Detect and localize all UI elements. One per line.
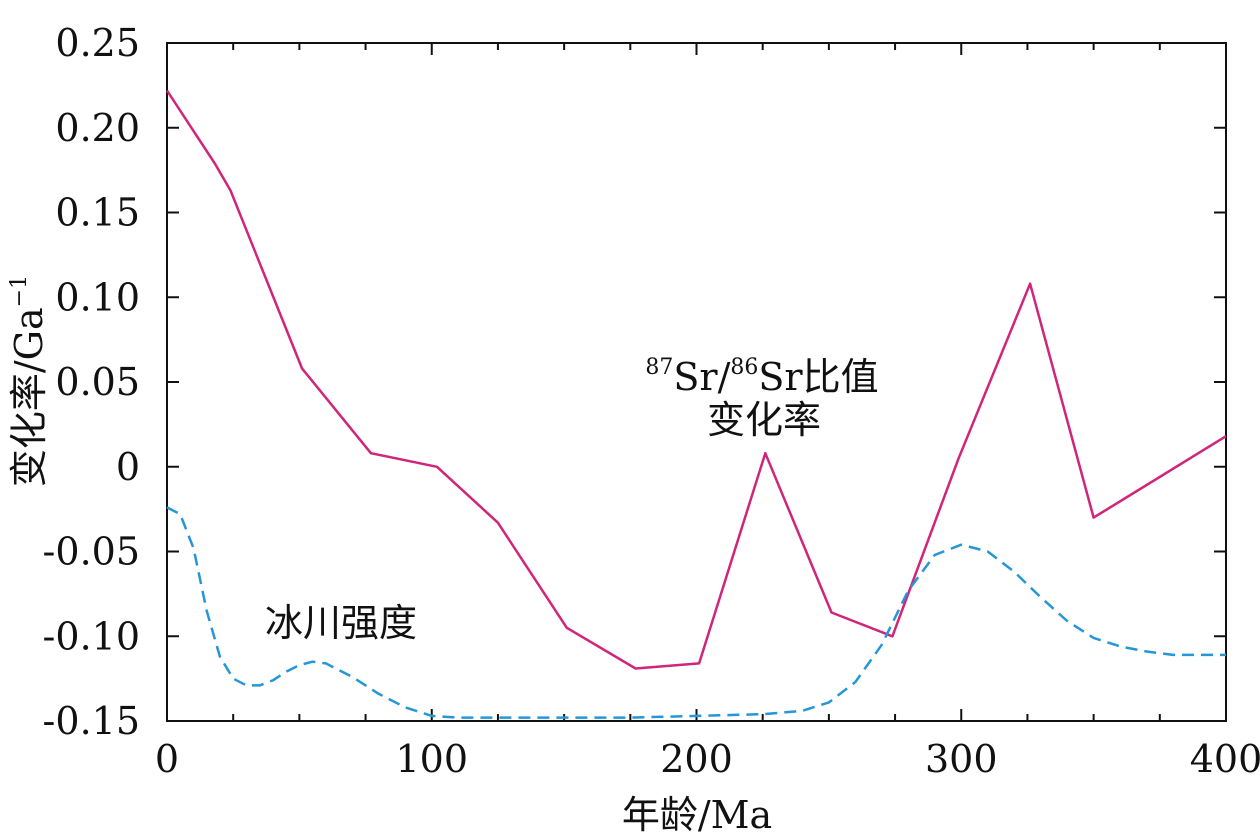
x-tick-label: 0 bbox=[155, 737, 179, 781]
sr-annotation-line1: 87Sr/86Sr比值 bbox=[645, 355, 878, 399]
series-line-glacier bbox=[166, 506, 1226, 719]
x-axis-title: 年龄/Ma bbox=[622, 793, 772, 835]
x-tick-label: 100 bbox=[395, 737, 468, 781]
y-tick-label: 0.10 bbox=[55, 275, 140, 319]
y-tick-label: 0 bbox=[116, 445, 140, 489]
x-tick-label: 300 bbox=[925, 737, 998, 781]
y-tick-label: -0.10 bbox=[43, 614, 140, 658]
y-tick-label: 0.05 bbox=[55, 360, 140, 404]
y-tick-label: 0.25 bbox=[55, 21, 140, 65]
x-tick-label: 400 bbox=[1190, 737, 1260, 781]
series-line-sr bbox=[165, 89, 1227, 670]
y-axis-title-sup: −1 bbox=[7, 275, 32, 307]
x-tick-label: 200 bbox=[660, 737, 733, 781]
glacier-annotation: 冰川强度 bbox=[265, 601, 417, 645]
y-tick-label: 0.20 bbox=[55, 106, 140, 150]
tick-labels: 0 100 200 300 400 0.25 0.20 0.15 0.10 0.05 0 -0.05 -… bbox=[43, 21, 1260, 781]
y-tick-label: -0.15 bbox=[43, 699, 140, 743]
y-axis-title-group: 变化率/Ga−1 bbox=[7, 275, 51, 487]
sr-annotation-part2: Sr比值 bbox=[758, 355, 878, 399]
y-axis-title: 变化率/Ga−1 bbox=[7, 275, 51, 487]
sr-annotation-part1: Sr/ bbox=[673, 355, 730, 399]
y-axis-title-text: 变化率/Ga bbox=[7, 307, 51, 487]
y-tick-label: 0.15 bbox=[55, 191, 140, 235]
sr-annotation-sup2: 86 bbox=[730, 355, 758, 380]
series-group bbox=[165, 89, 1227, 719]
y-tick-label: -0.05 bbox=[43, 530, 140, 574]
sr-annotation-line2: 变化率 bbox=[707, 398, 821, 442]
sr-annotation-sup1: 87 bbox=[645, 355, 673, 380]
